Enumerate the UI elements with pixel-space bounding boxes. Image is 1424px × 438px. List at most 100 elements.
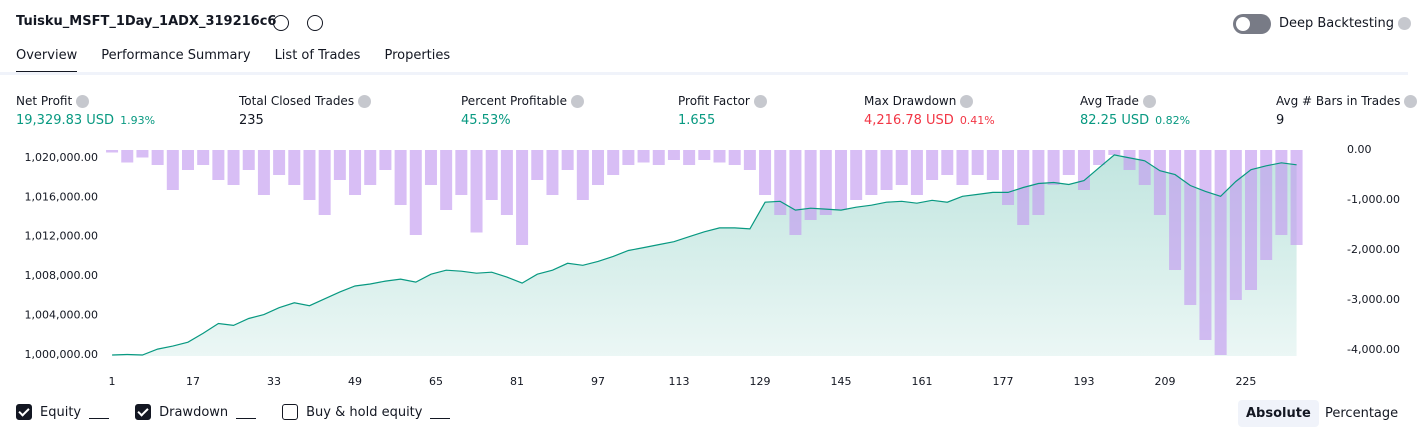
drawdown-bar (865, 150, 878, 195)
metric: Net Profit 19,329.83 USD 1.93% (16, 94, 155, 128)
x-tick-label: 225 (1235, 375, 1256, 388)
drawdown-bar (1002, 150, 1015, 205)
help-icon[interactable] (1404, 95, 1418, 108)
drawdown-bar (941, 150, 954, 175)
drawdown-bar (349, 150, 362, 195)
drawdown-bar (106, 150, 119, 153)
y2-tick-label: -2,000.00 (1347, 243, 1400, 256)
drawdown-bar (1275, 150, 1288, 235)
metric: Avg Trade 82.25 USD 0.82% (1080, 94, 1190, 128)
source-icon[interactable] (307, 15, 323, 31)
drawdown-bar (971, 150, 984, 175)
drawdown-bar (1077, 150, 1090, 190)
help-icon[interactable] (1398, 17, 1412, 30)
metric-value: 19,329.83 USD (16, 113, 115, 128)
drawdown-bar (136, 150, 149, 158)
tab[interactable]: Overview (16, 48, 78, 74)
metric-label: Percent Profitable (461, 94, 584, 108)
checkbox[interactable] (282, 404, 299, 420)
legend-item[interactable]: Buy & hold equity (282, 404, 451, 420)
x-tick-label: 33 (267, 375, 281, 388)
x-tick-label: 17 (186, 375, 200, 388)
help-icon[interactable] (960, 95, 974, 108)
metric-pct: 0.41% (959, 114, 995, 127)
y-tick-label: 1,000,000.00 (25, 348, 98, 361)
metric-value: 45.53% (461, 113, 511, 128)
legend-label: Equity (40, 404, 82, 420)
drawdown-bar (1138, 150, 1151, 185)
legend-icon (89, 406, 110, 419)
drawdown-bar (637, 150, 650, 163)
view-button[interactable]: Percentage (1325, 406, 1399, 421)
drawdown-bar (986, 150, 999, 180)
drawdown-bar (895, 150, 908, 185)
metric: Total Closed Trades 235 (239, 94, 372, 128)
metric-label-text: Profit Factor (678, 94, 750, 108)
checkbox[interactable] (16, 404, 32, 420)
drawdown-bar (592, 150, 605, 185)
drawdown-bar (910, 150, 923, 195)
tab[interactable]: List of Trades (274, 48, 361, 63)
help-icon[interactable] (358, 95, 372, 108)
drawdown-bar (440, 150, 453, 210)
drawdown-bar (197, 150, 210, 165)
metric-pct: 0.82% (1155, 114, 1191, 127)
equity-area (112, 154, 1297, 356)
drawdown-bar (333, 150, 346, 180)
drawdown-bar (576, 150, 589, 200)
x-tick-label: 209 (1154, 375, 1175, 388)
deep-backtesting-label: Deep Backtesting (1279, 16, 1395, 31)
drawdown-bar (318, 150, 331, 215)
y-tick-label: 1,008,000.00 (25, 269, 98, 282)
drawdown-bar (956, 150, 969, 185)
metric-value-row: 9 (1276, 113, 1417, 128)
metric-label-text: Percent Profitable (461, 94, 567, 108)
drawdown-bar (804, 150, 817, 220)
drawdown-bar (470, 150, 483, 233)
legend-item[interactable]: Equity (16, 404, 110, 420)
checkbox[interactable] (135, 404, 152, 420)
drawdown-bar (683, 150, 696, 165)
drawdown-bar (485, 150, 498, 200)
help-icon[interactable] (570, 95, 584, 108)
metric-label-text: Avg Trade (1080, 94, 1139, 108)
drawdown-bar (1123, 150, 1136, 170)
drawdown-bar (1153, 150, 1166, 215)
help-icon[interactable] (1142, 95, 1156, 108)
view-button[interactable]: Absolute (1238, 400, 1319, 427)
drawdown-bar (121, 150, 134, 163)
help-icon[interactable] (753, 95, 767, 108)
drawdown-bar (1062, 150, 1075, 175)
y-tick-label: 1,012,000.00 (25, 230, 98, 243)
metric-pct: 1.93% (120, 114, 156, 127)
metric-label: Avg # Bars in Trades (1276, 94, 1418, 108)
legend-item[interactable]: Drawdown (135, 404, 257, 420)
metric-label: Net Profit (16, 94, 155, 108)
metric-value-row: 45.53% (461, 113, 584, 128)
tab[interactable]: Performance Summary (101, 48, 251, 63)
deep-backtesting-toggle[interactable] (1233, 14, 1271, 34)
drawdown-bar (1290, 150, 1303, 245)
drawdown-bar (819, 150, 832, 215)
drawdown-bar (455, 150, 468, 195)
drawdown-bar (227, 150, 240, 185)
drawdown-bar (212, 150, 225, 180)
x-tick-label: 81 (510, 375, 524, 388)
deep-backtesting: Deep Backtesting (1279, 16, 1412, 31)
tab[interactable]: Properties (384, 48, 451, 63)
tabs: Overview Performance Summary List of Trade… (16, 48, 450, 74)
metric-value-row: 235 (239, 113, 371, 128)
drawdown-bar (1245, 150, 1258, 290)
metric-label: Max Drawdown (864, 94, 995, 108)
chart: 1,000,000.00 1,004,000.00 1,008,000.00 1,01… (25, 143, 1400, 388)
help-icon[interactable] (76, 95, 90, 108)
drawdown-bar (1260, 150, 1273, 260)
drawdown-bar (181, 150, 194, 170)
settings-icon[interactable] (273, 15, 289, 31)
drawdown-bar (880, 150, 893, 190)
metric: Avg # Bars in Trades 9 (1276, 94, 1418, 128)
drawdown-bar (1184, 150, 1197, 305)
x-tick-label: 193 (1073, 375, 1094, 388)
drawdown-bar (1093, 150, 1106, 165)
